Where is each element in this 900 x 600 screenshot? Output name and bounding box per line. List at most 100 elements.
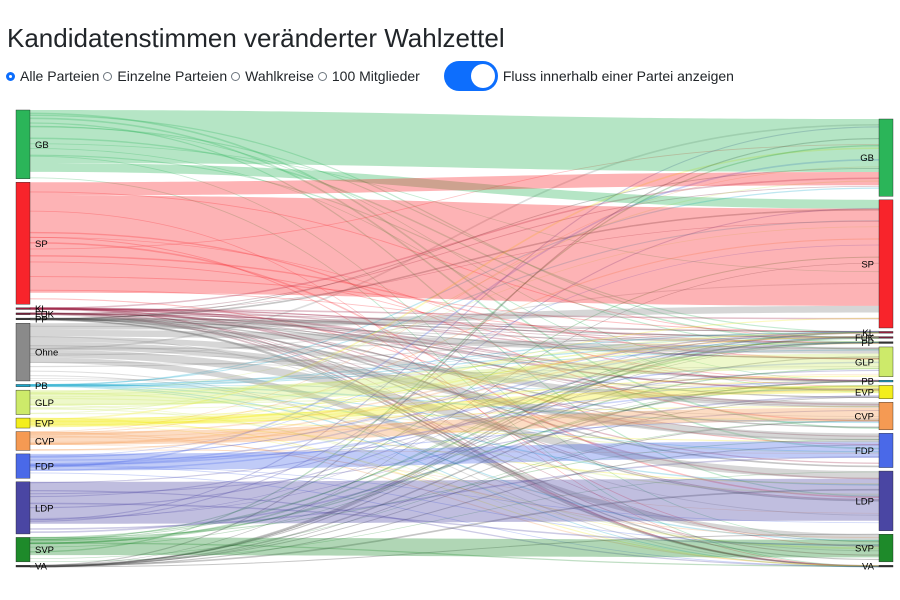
radio-indicator[interactable] <box>231 71 241 81</box>
minor-flow-link <box>29 220 880 386</box>
left-node-pp[interactable] <box>15 317 31 320</box>
radio-indicator[interactable] <box>103 71 113 81</box>
minor-flow-link <box>29 384 880 486</box>
right-node-cvp[interactable] <box>878 402 894 431</box>
left-node-ohne[interactable] <box>15 323 31 382</box>
minor-flow-link <box>29 335 880 436</box>
view-controls: Alle Parteien Einzelne Parteien Wahlkrei… <box>6 60 734 92</box>
flow-band-ohne-to-fdp[interactable] <box>30 342 879 442</box>
right-node-label: PB <box>861 377 874 388</box>
right-node-ldp[interactable] <box>878 470 894 531</box>
minor-flow-link <box>29 386 880 406</box>
minor-flow-link <box>29 392 880 496</box>
flow-band-ohne-to-sp[interactable] <box>30 305 879 330</box>
minor-flow-link <box>29 384 880 453</box>
flow-band-ohne-to-svp[interactable] <box>30 357 879 540</box>
minor-flow-link <box>29 312 880 501</box>
right-node-pp[interactable] <box>878 341 894 344</box>
left-node-glp[interactable] <box>15 389 31 415</box>
right-node-kl[interactable] <box>878 331 894 334</box>
radio-alle-parteien[interactable]: Alle Parteien <box>6 68 99 84</box>
right-node-fdp[interactable] <box>878 433 894 468</box>
left-node-kl[interactable] <box>15 307 31 310</box>
right-node-fuk[interactable] <box>878 336 894 339</box>
minor-flow-link <box>29 366 880 381</box>
minor-flow-link <box>29 126 880 333</box>
flow-band-gb-to-sp[interactable] <box>30 163 879 209</box>
flow-band-sp-to-gb[interactable] <box>30 172 879 196</box>
radio-einzelne-parteien[interactable]: Einzelne Parteien <box>103 68 227 84</box>
minor-flow-link <box>29 375 880 423</box>
flow-band-ohne-to-glp[interactable] <box>30 329 879 354</box>
flow-band-evp-to-evp[interactable] <box>30 385 879 426</box>
radio-100-mitglieder[interactable]: 100 Mitglieder <box>317 68 420 84</box>
minor-flow-link <box>29 332 880 368</box>
minor-flow-link <box>29 244 880 457</box>
right-node-gb[interactable] <box>878 118 894 197</box>
minor-flow-link <box>29 341 880 387</box>
left-node-fuk[interactable] <box>15 312 31 315</box>
minor-flow-link <box>29 381 880 519</box>
minor-flow-link <box>29 313 880 381</box>
minor-flow-link <box>29 313 880 349</box>
left-node-evp[interactable] <box>15 417 31 429</box>
right-node-svp[interactable] <box>878 534 894 563</box>
left-node-ldp[interactable] <box>15 481 31 535</box>
left-node-pb[interactable] <box>15 384 31 387</box>
right-node-glp[interactable] <box>878 346 894 377</box>
minor-flow-link <box>29 210 880 567</box>
left-node-va[interactable] <box>15 565 31 568</box>
left-node-gb[interactable] <box>15 109 31 179</box>
minor-flow-link <box>29 418 880 461</box>
minor-flow-link <box>29 207 880 522</box>
minor-flow-link <box>29 341 880 545</box>
flow-band-fdp-to-fdp[interactable] <box>30 441 879 471</box>
minor-flow-link <box>29 147 880 421</box>
right-node-sp[interactable] <box>878 199 894 329</box>
minor-flow-link <box>29 342 880 452</box>
minor-flow-link <box>29 177 880 309</box>
minor-flow-link <box>29 381 880 548</box>
radio-indicator[interactable] <box>317 71 327 81</box>
minor-flow-link <box>29 380 880 472</box>
minor-flow-link <box>29 336 880 516</box>
minor-flow-link <box>29 312 880 556</box>
minor-flow-link <box>29 308 880 339</box>
flow-band-gb-to-gb[interactable] <box>30 110 879 173</box>
minor-flow-link <box>29 318 880 502</box>
minor-flow-link <box>29 404 880 567</box>
radio-indicator[interactable] <box>6 71 15 81</box>
flow-band-glp-to-glp[interactable] <box>30 353 879 406</box>
minor-flow-link <box>29 308 880 542</box>
minor-flow-link <box>29 208 880 320</box>
right-node-evp[interactable] <box>878 385 894 399</box>
left-node-label: SP <box>35 239 48 250</box>
minor-flow-link <box>29 319 880 382</box>
minor-flow-link <box>29 256 880 541</box>
left-node-label: KL <box>35 304 47 315</box>
flow-toggle-switch[interactable] <box>443 61 498 91</box>
minor-flow-link <box>29 177 880 567</box>
radio-wahlkreise[interactable]: Wahlkreise <box>231 68 314 84</box>
left-node-svp[interactable] <box>15 537 31 563</box>
flow-band-svp-to-svp[interactable] <box>30 537 879 558</box>
flow-band-ohne-to-ldp[interactable] <box>30 349 879 479</box>
minor-flow-link <box>29 336 880 398</box>
minor-flow-link <box>29 381 880 410</box>
flow-band-sp-to-sp[interactable] <box>30 195 879 306</box>
left-node-fdp[interactable] <box>15 453 31 479</box>
flow-band-ohne-to-cvp[interactable] <box>30 336 879 408</box>
minor-flow-link <box>29 318 880 359</box>
left-node-cvp[interactable] <box>15 431 31 451</box>
right-node-pb[interactable] <box>878 380 894 383</box>
right-node-label: KL <box>862 328 874 339</box>
minor-flow-link <box>29 236 880 387</box>
right-node-label: SP <box>861 259 874 270</box>
right-node-va[interactable] <box>878 565 894 568</box>
flow-band-cvp-to-cvp[interactable] <box>30 407 879 445</box>
left-node-sp[interactable] <box>15 182 31 305</box>
flow-band-ldp-to-ldp[interactable] <box>30 478 879 524</box>
left-node-label: EVP <box>35 419 54 430</box>
minor-flow-link <box>29 336 880 520</box>
minor-flow-link <box>29 318 880 568</box>
